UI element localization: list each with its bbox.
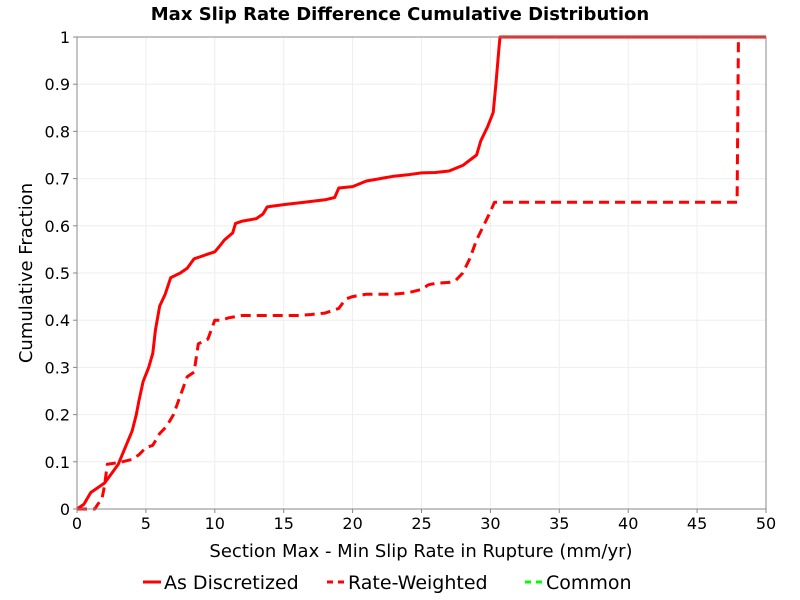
x-tick-label: 0 (72, 514, 82, 533)
legend-label-common: Common (546, 572, 632, 594)
y-tick-label: 0.6 (45, 217, 70, 236)
x-tick-label: 40 (618, 514, 638, 533)
x-tick-label: 20 (342, 514, 362, 533)
series-line-rate-weighted (77, 35, 766, 511)
y-tick-label: 0.8 (45, 122, 70, 141)
x-tick-label: 15 (274, 514, 294, 533)
series-lines (76, 35, 766, 511)
x-tick-label: 5 (141, 514, 151, 533)
x-tick-label: 35 (549, 514, 569, 533)
y-tick-label: 0.7 (45, 170, 70, 189)
axis-ticks: 0 5 10 15 20 25 30 35 40 45 50 0 0.1 0.2 0.3 0.4 0.5 0.6 0… (45, 28, 777, 533)
x-tick-label: 30 (480, 514, 500, 533)
x-tick-label: 50 (756, 514, 776, 533)
y-tick-label: 0 (60, 500, 70, 519)
y-axis-label: Cumulative Fraction (16, 183, 37, 363)
y-tick-label: 0.4 (45, 311, 70, 330)
legend-label-rate-weighted: Rate-Weighted (348, 572, 488, 594)
y-tick-label: 0.5 (45, 264, 70, 283)
y-tick-label: 1 (60, 28, 70, 47)
x-tick-label: 25 (411, 514, 431, 533)
y-tick-label: 0.2 (45, 406, 70, 425)
y-tick-label: 0.3 (45, 358, 70, 377)
y-tick-label: 0.1 (45, 453, 70, 472)
chart-title: Max Slip Rate Difference Cumulative Dist… (151, 4, 649, 25)
x-tick-label: 10 (205, 514, 225, 533)
x-axis-label: Section Max - Min Slip Rate in Rupture (… (209, 541, 632, 562)
y-tick-label: 0.9 (45, 75, 70, 94)
x-tick-label: 45 (687, 514, 707, 533)
series-line-as-discretized (76, 35, 766, 511)
legend-label-as-discretized: As Discretized (164, 572, 299, 594)
legend: As Discretized Rate-Weighted Common (143, 572, 632, 594)
